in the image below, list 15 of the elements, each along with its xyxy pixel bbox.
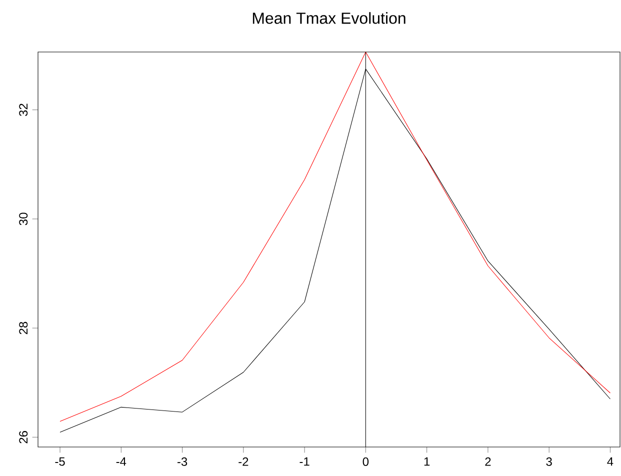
x-tick-label: 4 (607, 457, 614, 466)
x-tick-label: 2 (485, 457, 491, 466)
x-tick-label: -2 (238, 457, 248, 466)
y-tick-label: 30 (19, 212, 28, 226)
x-tick-label: -4 (116, 457, 126, 466)
y-tick-label: 26 (19, 431, 28, 444)
x-tick-label: 0 (362, 457, 369, 466)
x-tick-label: -1 (300, 457, 310, 466)
x-tick-label: -5 (55, 457, 65, 466)
x-tick-label: -3 (177, 457, 188, 466)
y-tick-label: 28 (19, 322, 28, 334)
y-tick-label: 32 (19, 104, 28, 116)
chart-title: Mean Tmax Evolution (252, 12, 406, 24)
x-tick-label: 3 (546, 457, 552, 466)
x-tick-label: 1 (424, 457, 430, 466)
